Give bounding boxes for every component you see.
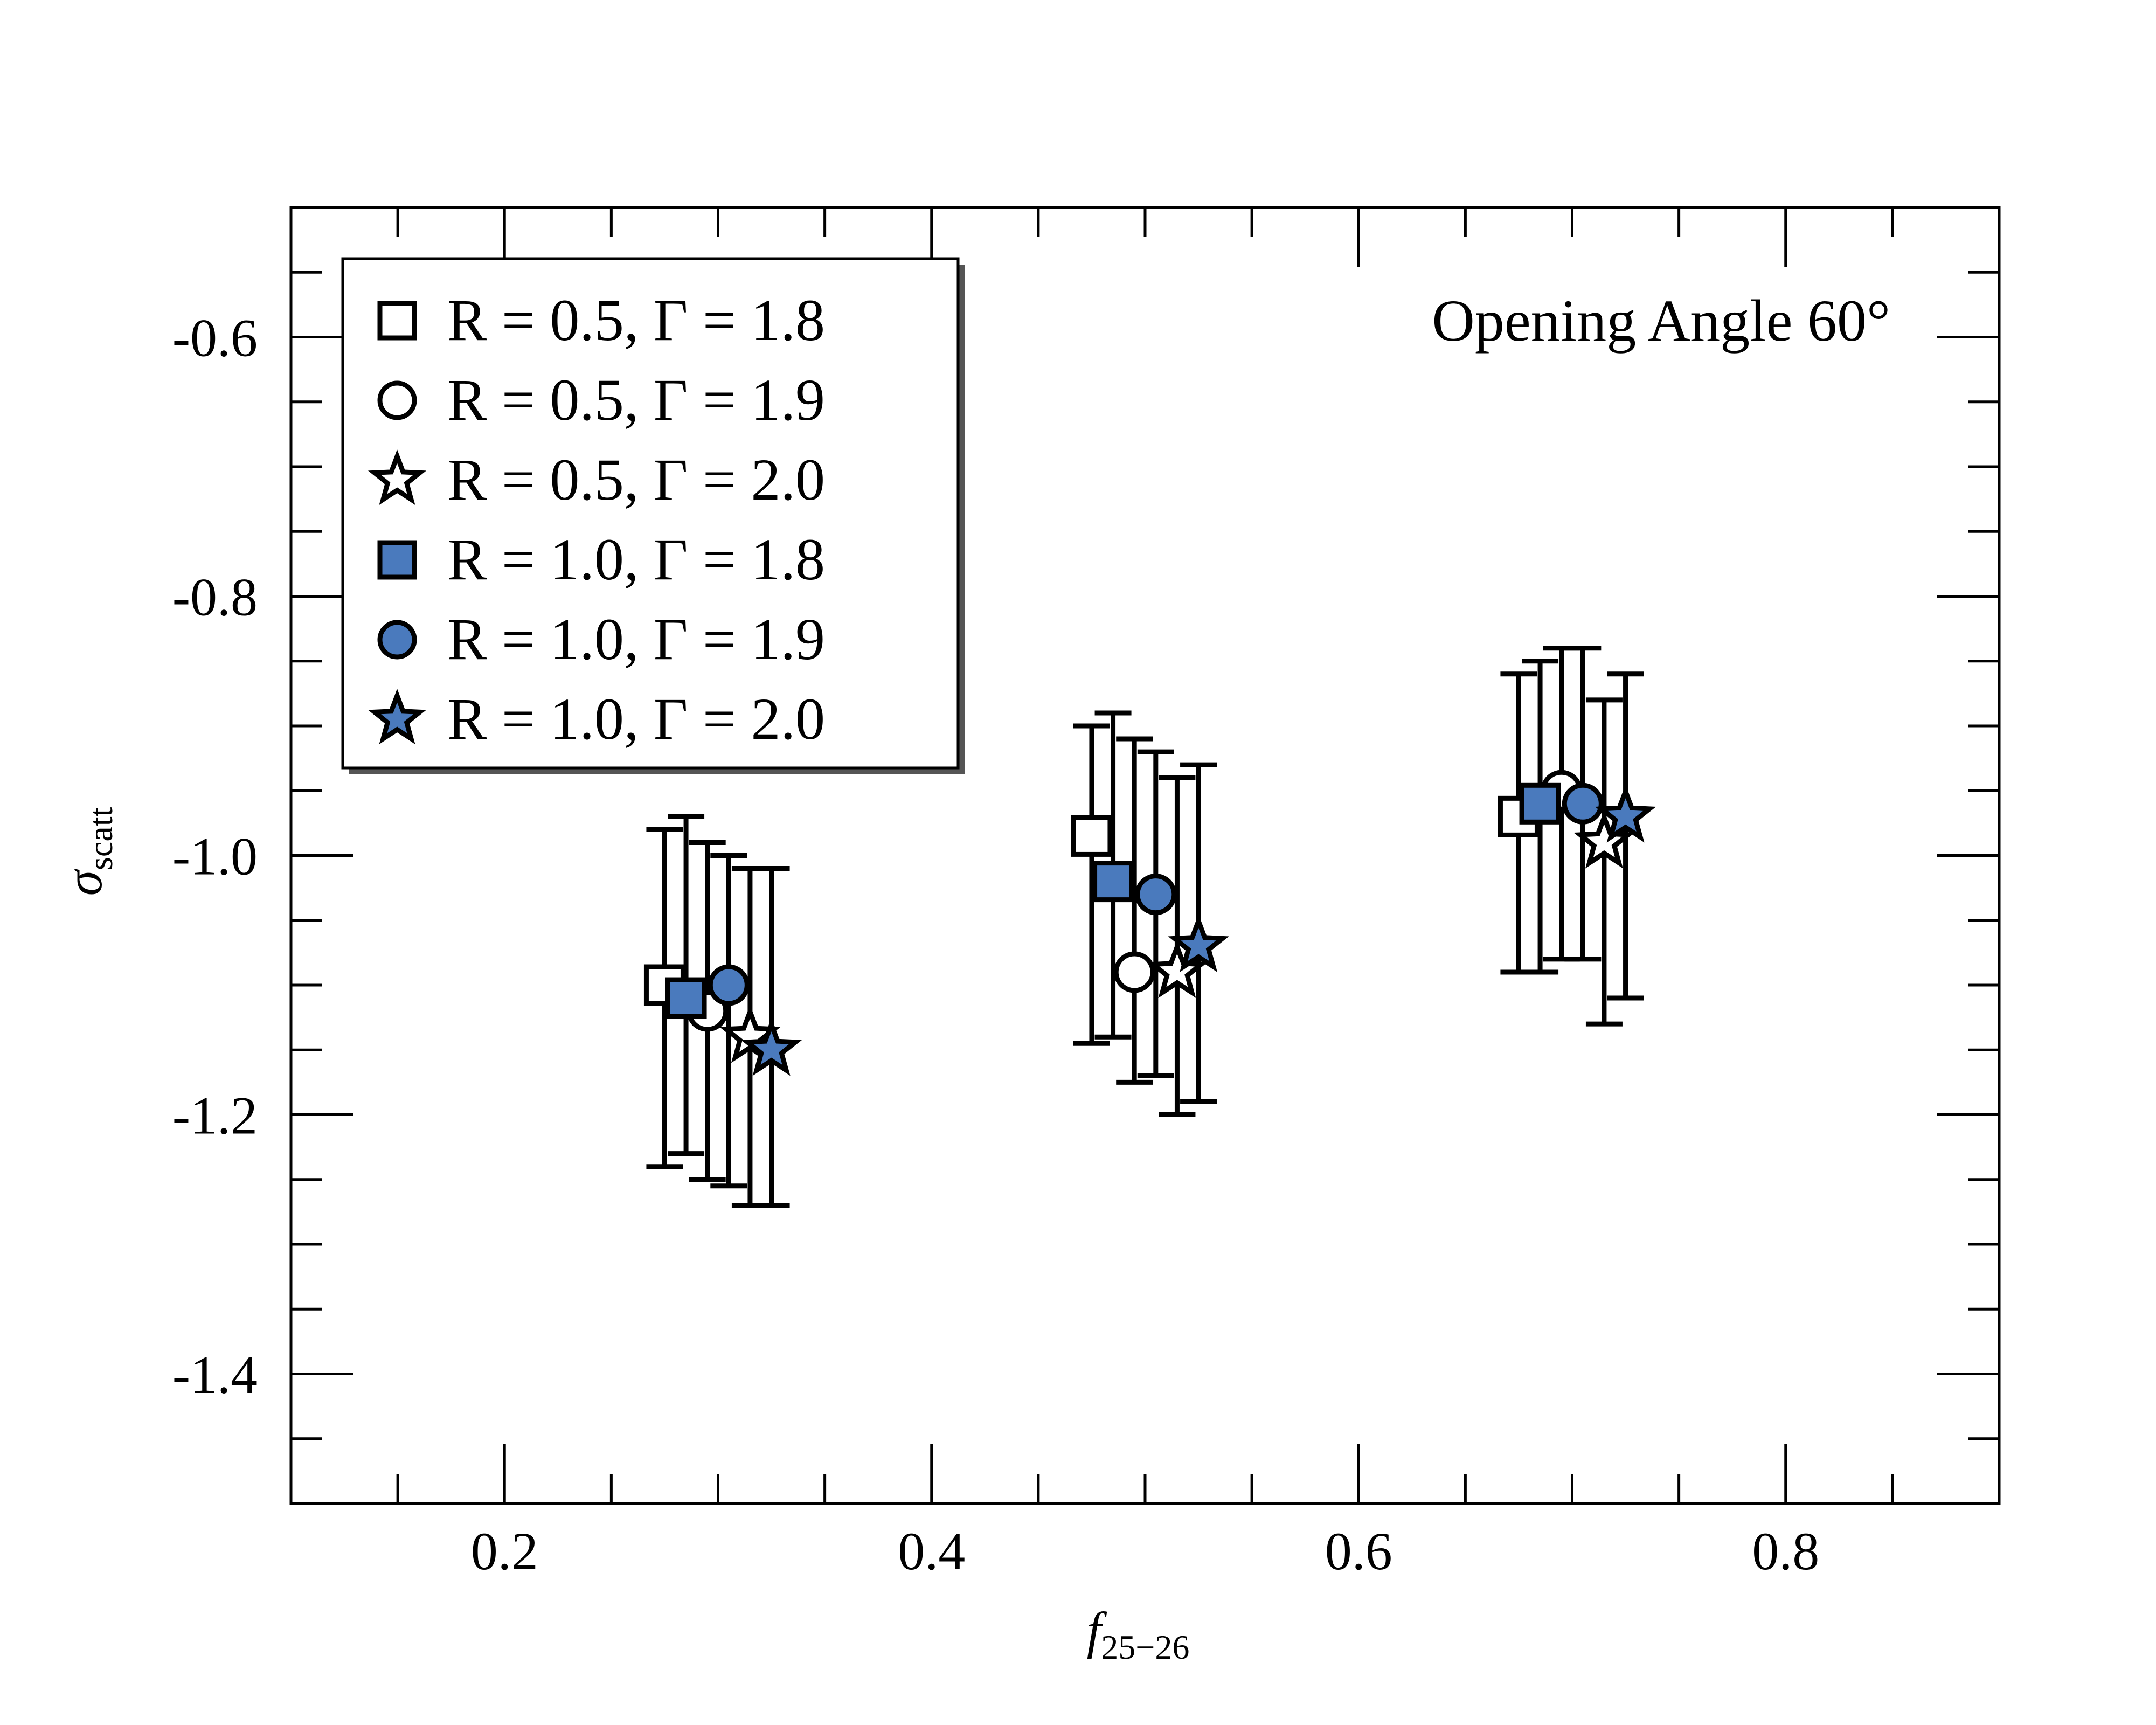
legend-marker-square — [377, 540, 417, 580]
data-point-circle — [1135, 874, 1177, 916]
y-tick-labels: -0.6 -0.8 -1.0 -1.2 -1.4 — [172, 308, 258, 1405]
x-tick-label: 0.6 — [1325, 1521, 1392, 1581]
data-point-square — [665, 977, 707, 1019]
data-point-star — [1595, 784, 1656, 843]
data-point-square — [1519, 782, 1561, 825]
legend-marker-star — [368, 449, 427, 505]
y-tick-label: -0.6 — [172, 308, 258, 368]
series-5-markers — [708, 782, 1604, 1006]
y-tick-label: -1.2 — [172, 1086, 258, 1146]
legend-label: R = 1.0, Γ = 1.8 — [447, 526, 825, 592]
opening-angle-annotation: Opening Angle 60° — [1432, 288, 1890, 354]
x-tick-label: 0.2 — [471, 1521, 538, 1581]
x-tick-label: 0.4 — [898, 1521, 965, 1581]
series-6-markers — [741, 784, 1656, 1076]
data-point-star — [1168, 914, 1229, 972]
data-point-square — [1071, 815, 1113, 857]
legend-marker-square — [377, 301, 417, 341]
legend-items: R = 0.5, Γ = 1.8 R = 0.5, Γ = 1.9 R = 0.5,… — [368, 287, 825, 752]
legend-marker-circle — [377, 380, 417, 420]
data-point-star — [1573, 810, 1635, 869]
legend-box — [341, 257, 960, 770]
data-point-circle — [1562, 782, 1604, 825]
svg-text:σscatt: σscatt — [55, 807, 120, 896]
legend-label: R = 1.0, Γ = 1.9 — [447, 606, 825, 672]
series-layer — [643, 646, 1656, 1208]
series-1 — [646, 671, 1537, 1169]
legend-label: R = 0.5, Γ = 2.0 — [447, 447, 825, 512]
data-point-star — [741, 1017, 802, 1076]
annotation-background — [1331, 283, 1935, 364]
series-4-markers — [665, 782, 1561, 1019]
y-axis-title-main: σ — [55, 868, 113, 896]
legend-label: R = 0.5, Γ = 1.9 — [447, 367, 825, 433]
y-tick-label: -0.8 — [172, 567, 258, 627]
y-tick-label: -1.0 — [172, 827, 258, 886]
data-point-square — [1092, 861, 1134, 903]
legend-label: R = 0.5, Γ = 1.8 — [447, 287, 825, 353]
x-tick-labels: 0.2 0.4 0.6 0.8 — [471, 1521, 1820, 1581]
y-axis-title: σscatt — [55, 807, 120, 896]
data-point-star — [1146, 940, 1208, 999]
legend-marker-circle — [377, 620, 417, 660]
y-tick-label: -1.4 — [172, 1345, 258, 1405]
data-point-circle — [1113, 951, 1155, 993]
data-point-circle — [708, 964, 750, 1006]
y-axis-title-sub: scatt — [81, 807, 120, 870]
legend: R = 0.5, Γ = 1.8 R = 0.5, Γ = 1.9 R = 0.5,… — [341, 257, 965, 774]
data-point-square — [643, 964, 685, 1006]
x-axis-title: f25−26 — [1087, 1602, 1190, 1666]
legend-marker-star — [368, 689, 427, 745]
plot-frame — [289, 206, 2001, 1505]
legend-label: R = 1.0, Γ = 2.0 — [447, 686, 825, 752]
x-tick-label: 0.8 — [1752, 1521, 1819, 1581]
x-axis-title-sub: 25−26 — [1101, 1628, 1189, 1666]
